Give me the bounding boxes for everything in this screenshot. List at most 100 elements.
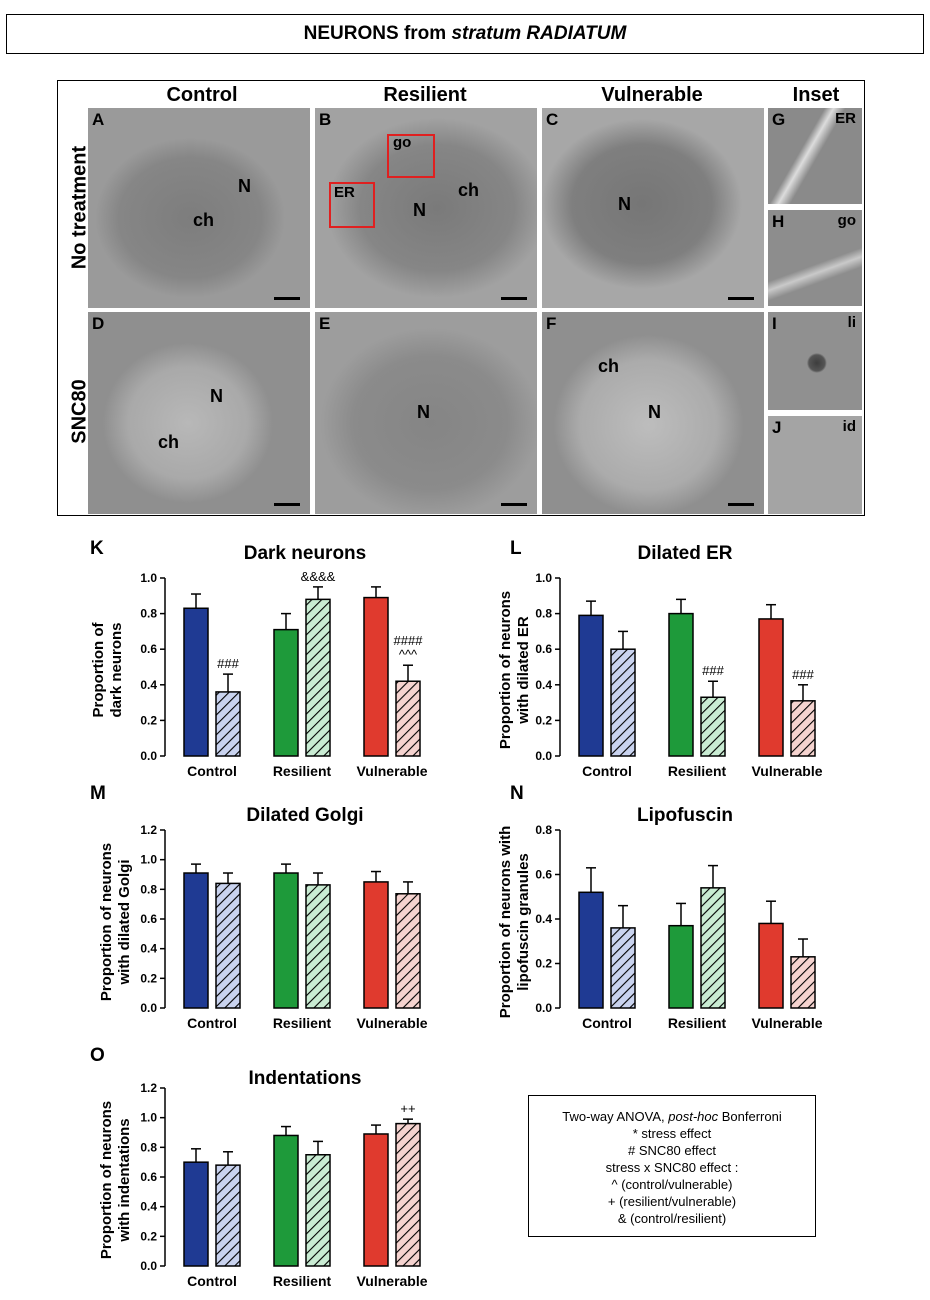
chromatin-label: ch xyxy=(158,432,180,452)
y-tick-label: 0.0 xyxy=(535,1001,552,1015)
chart-m: 0.0 0.2 0.4 0.6 0.8 1.0 1.2 Control Resilient Vul… xyxy=(140,823,427,1031)
panel-letter: D xyxy=(92,314,105,333)
inset-i: I li xyxy=(768,312,862,410)
panel-letter: H xyxy=(772,212,785,231)
bar-no-treatment xyxy=(578,614,604,757)
chart-title-n: Lipofuscin xyxy=(636,805,734,826)
scale-bar xyxy=(501,297,527,300)
bar-no-treatment xyxy=(668,612,694,757)
y-tick-label: 0.4 xyxy=(140,1200,157,1214)
y-tick-label: 0.2 xyxy=(140,971,157,985)
y-tick-label: 0.8 xyxy=(535,823,552,837)
y-tick-label: 1.0 xyxy=(140,571,157,585)
micrograph-e: E N xyxy=(315,312,537,514)
chart-l: 0.0 0.2 0.4 0.6 0.8 1.0 Control Resilient Vulner… xyxy=(535,571,822,779)
x-tick-label: Resilient xyxy=(668,763,727,779)
figure-title-text: NEURONS from xyxy=(303,23,447,44)
bar-snc80 xyxy=(305,1154,331,1267)
y-tick-label: 0.4 xyxy=(535,912,552,926)
nucleus-label: N xyxy=(413,200,426,220)
scale-bar xyxy=(728,297,754,300)
legend-text: Bonferroni xyxy=(718,1109,782,1124)
y-tick-label: 1.0 xyxy=(535,571,552,585)
y-tick-label: 0.0 xyxy=(140,1259,157,1273)
bar-no-treatment xyxy=(273,872,299,1009)
x-tick-label: Vulnerable xyxy=(751,1015,822,1031)
legend-line: + (resilient/vulnerable) xyxy=(607,1194,737,1209)
inset-g: G ER xyxy=(768,108,862,204)
bar-no-treatment xyxy=(273,628,299,757)
bar-snc80 xyxy=(790,700,816,757)
legend-text: Two-way ANOVA, xyxy=(562,1109,669,1124)
significance-marker: #### xyxy=(394,633,424,648)
chromatin-label: ch xyxy=(598,356,620,376)
panel-letter: I xyxy=(772,314,777,333)
scale-bar xyxy=(728,503,754,506)
nucleus-label: N xyxy=(210,386,223,406)
panel-letter-l: L xyxy=(510,538,522,559)
panel-letter-k: K xyxy=(90,538,104,559)
bar-snc80 xyxy=(395,893,421,1009)
nucleus-label: N xyxy=(648,402,661,422)
legend-line: ^ (control/vulnerable) xyxy=(611,1177,733,1192)
y-tick-label: 0.8 xyxy=(140,607,157,621)
y-tick-label: 0.8 xyxy=(535,607,552,621)
x-tick-label: Vulnerable xyxy=(751,763,822,779)
y-tick-label: 0.8 xyxy=(140,882,157,896)
inset-h: H go xyxy=(768,210,862,306)
x-tick-label: Control xyxy=(582,1015,632,1031)
inset-label: ER xyxy=(835,110,856,127)
chart-k: 0.0 0.2 0.4 0.6 0.8 1.0 Control Resilient Vulner… xyxy=(140,569,427,779)
scale-bar xyxy=(501,503,527,506)
significance-marker: ### xyxy=(792,667,814,682)
micrograph-b: B N ch go ER xyxy=(315,108,537,308)
figure-title: NEURONS from stratum RADIATUM xyxy=(6,14,924,54)
bar-snc80 xyxy=(305,598,331,757)
significance-marker: ### xyxy=(702,663,724,678)
panel-letter: G xyxy=(772,110,786,129)
bar-no-treatment xyxy=(578,891,604,1009)
inset-label: li xyxy=(847,314,856,331)
y-tick-label: 0.6 xyxy=(140,912,157,926)
inset-j: J id xyxy=(768,416,862,514)
panel-letter: E xyxy=(319,314,331,333)
micrograph-f: F ch N xyxy=(542,312,764,514)
x-tick-label: Vulnerable xyxy=(356,1273,427,1289)
y-tick-label: 0.2 xyxy=(140,1229,157,1243)
y-tick-label: 0.4 xyxy=(140,678,157,692)
statistics-legend: Two-way ANOVA, post-hoc Bonferroni * str… xyxy=(528,1095,816,1237)
x-tick-label: Vulnerable xyxy=(356,1015,427,1031)
x-tick-label: Control xyxy=(582,763,632,779)
bar-no-treatment xyxy=(363,881,389,1009)
inset-label: id xyxy=(842,418,856,435)
bar-snc80 xyxy=(305,884,331,1009)
er-box xyxy=(329,182,375,228)
chart-o: 0.0 0.2 0.4 0.6 0.8 1.0 1.2 Control Resilient Vul… xyxy=(140,1081,427,1289)
y-tick-label: 0.0 xyxy=(140,749,157,763)
bar-no-treatment xyxy=(363,1133,389,1267)
x-tick-label: Control xyxy=(187,763,237,779)
chart-title-k: Dark neurons xyxy=(243,543,367,564)
bar-snc80 xyxy=(700,696,726,757)
panel-letter: A xyxy=(92,110,105,129)
legend-line: Two-way ANOVA, post-hoc Bonferroni xyxy=(529,1108,815,1125)
y-tick-label: 0.2 xyxy=(535,957,552,971)
chart-n: 0.0 0.2 0.4 0.6 0.8 Control Resilient Vulnerabl… xyxy=(535,823,822,1031)
bar-snc80 xyxy=(215,882,241,1009)
y-axis-label-line: Proportion of neurons xyxy=(98,842,115,1002)
y-tick-label: 0.2 xyxy=(535,713,552,727)
y-tick-label: 0.8 xyxy=(140,1140,157,1154)
bar-no-treatment xyxy=(363,596,389,757)
bar-snc80 xyxy=(215,691,241,757)
chart-title-o: Indentations xyxy=(248,1068,362,1089)
legend-line: * stress effect xyxy=(632,1126,712,1141)
panel-letter: F xyxy=(546,314,557,333)
panel-letter-m: M xyxy=(90,783,106,804)
significance-marker: ^^^ xyxy=(399,647,418,662)
y-tick-label: 0.2 xyxy=(140,713,157,727)
x-tick-label: Resilient xyxy=(273,1273,332,1289)
y-axis-label-line: Proportion of xyxy=(90,622,107,718)
scale-bar xyxy=(274,503,300,506)
y-tick-label: 0.4 xyxy=(535,678,552,692)
x-tick-label: Resilient xyxy=(668,1015,727,1031)
